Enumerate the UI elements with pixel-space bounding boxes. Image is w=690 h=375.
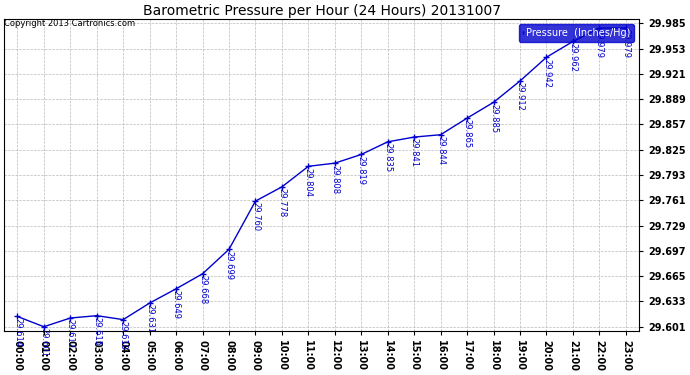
Text: 29.835: 29.835 (383, 143, 392, 172)
Text: 29.760: 29.760 (251, 202, 260, 232)
Legend: Pressure  (Inches/Hg): Pressure (Inches/Hg) (519, 24, 634, 42)
Text: 29.612: 29.612 (66, 320, 75, 348)
Text: 29.865: 29.865 (462, 120, 471, 148)
Text: 29.808: 29.808 (331, 165, 339, 194)
Text: 29.615: 29.615 (92, 317, 101, 346)
Text: Copyright 2013 Cartronics.com: Copyright 2013 Cartronics.com (4, 20, 135, 28)
Text: 29.819: 29.819 (357, 156, 366, 185)
Text: 29.649: 29.649 (172, 290, 181, 319)
Text: 29.631: 29.631 (145, 304, 154, 333)
Text: 29.614: 29.614 (13, 318, 22, 347)
Text: 29.699: 29.699 (224, 251, 233, 280)
Text: 29.668: 29.668 (198, 275, 207, 304)
Text: 29.942: 29.942 (542, 58, 551, 87)
Text: 29.610: 29.610 (119, 321, 128, 350)
Text: 29.778: 29.778 (277, 188, 286, 218)
Text: 29.979: 29.979 (621, 29, 631, 58)
Text: 29.912: 29.912 (515, 82, 524, 111)
Text: 29.841: 29.841 (410, 138, 419, 168)
Text: 29.601: 29.601 (39, 328, 48, 357)
Text: 29.962: 29.962 (569, 43, 578, 72)
Text: 29.979: 29.979 (595, 29, 604, 58)
Text: 29.804: 29.804 (304, 168, 313, 197)
Title: Barometric Pressure per Hour (24 Hours) 20131007: Barometric Pressure per Hour (24 Hours) … (143, 4, 501, 18)
Text: 29.844: 29.844 (436, 136, 445, 165)
Text: 29.885: 29.885 (489, 104, 498, 133)
